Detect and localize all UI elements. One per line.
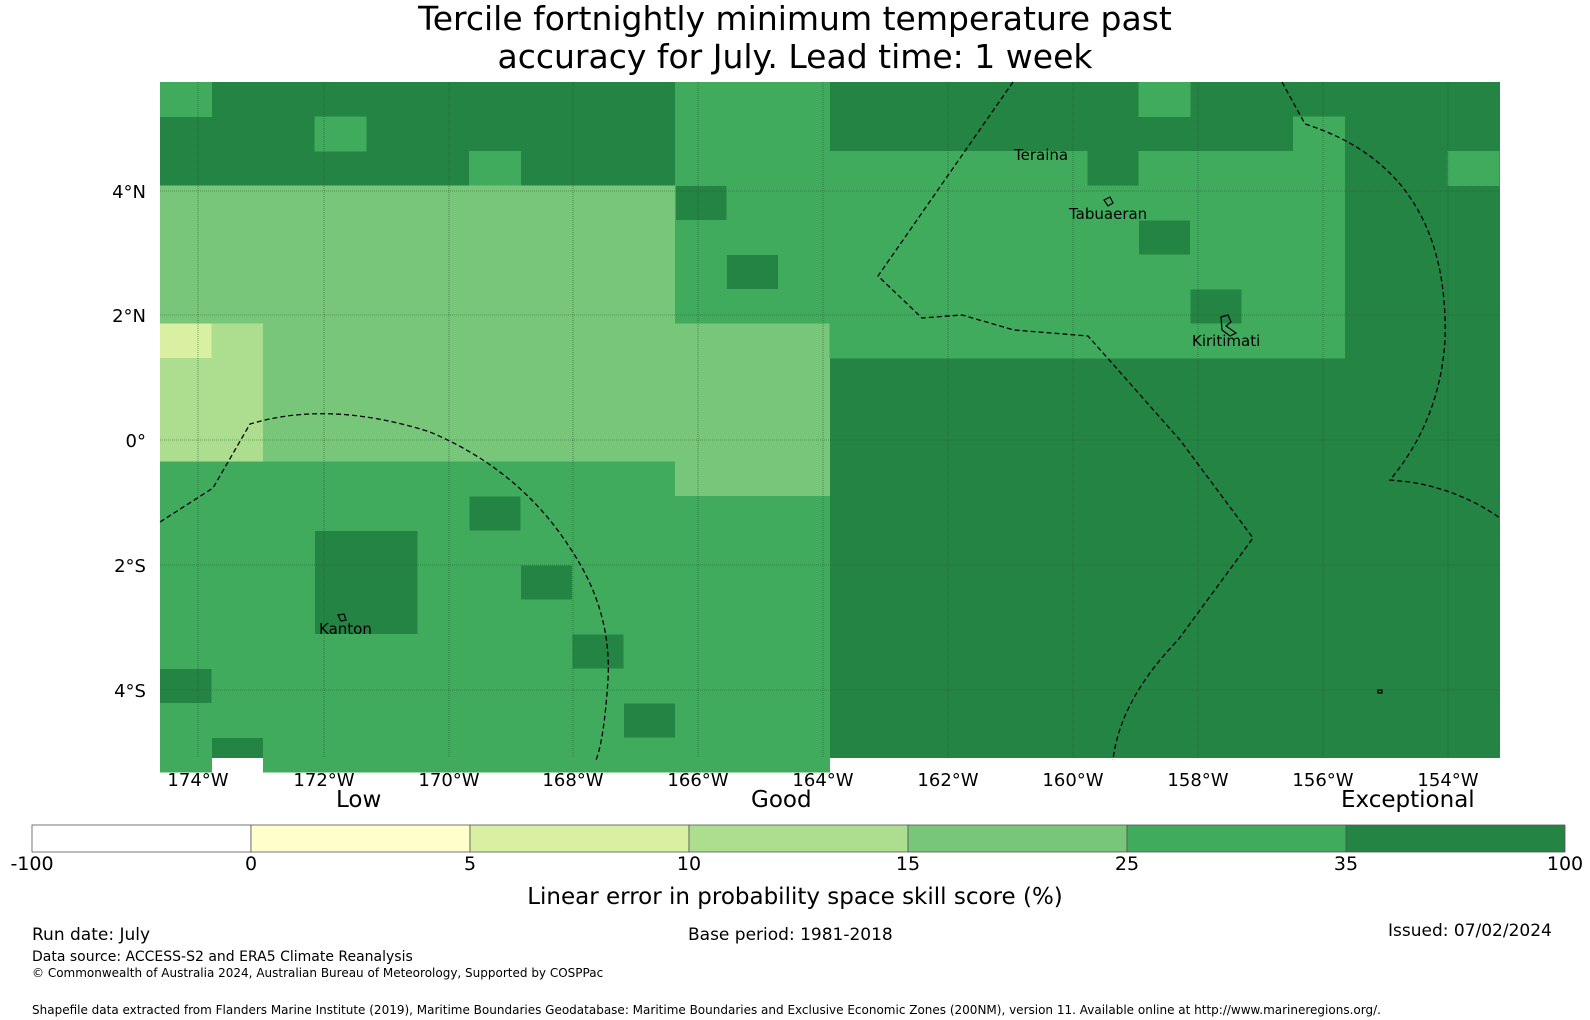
issued-date: Issued: 07/02/2024	[1388, 921, 1552, 941]
colorbar-tick: 5	[463, 853, 477, 875]
lon-label: 158°W	[1167, 770, 1228, 791]
data-source: Data source: ACCESS-S2 and ERA5 Climate …	[32, 949, 413, 965]
colorbar-segment	[31, 824, 252, 853]
title-line-1: Tercile fortnightly minimum temperature …	[418, 0, 1172, 38]
colorbar-segment	[469, 824, 690, 853]
map-labels: 4°N 2°N 0° 2°S 4°S 174°W 172°W 170°W 168°W 166°W 1…	[112, 146, 1479, 791]
place-label: Teraina	[1013, 146, 1068, 164]
kanton-island	[337, 613, 347, 622]
colorbar-segment	[907, 824, 1128, 853]
place-label: Kiritimati	[1192, 332, 1260, 350]
place-label: Tabuaeran	[1068, 205, 1147, 223]
lon-label: 174°W	[167, 770, 228, 791]
colorbar-label: Linear error in probability space skill …	[527, 884, 1063, 910]
lat-label: 4°S	[114, 681, 146, 702]
copyright: © Commonwealth of Australia 2024, Austra…	[32, 966, 604, 980]
place-label: Kanton	[319, 620, 372, 638]
colorbar-tick: 0	[244, 853, 258, 875]
lon-label: 154°W	[1417, 770, 1478, 791]
islands	[337, 196, 1383, 694]
colorbar-segments	[31, 824, 1566, 853]
lon-label: 156°W	[1292, 770, 1353, 791]
lon-label: 160°W	[1042, 770, 1103, 791]
colorbar	[31, 824, 1566, 853]
lat-label: 2°S	[114, 556, 146, 577]
colorbar-tick: 10	[676, 853, 702, 875]
eez-boundary-kanton	[159, 413, 609, 761]
lon-label: 168°W	[542, 770, 603, 791]
shapefile-credit: Shapefile data extracted from Flanders M…	[32, 1003, 1381, 1017]
lat-label: 4°N	[112, 182, 146, 203]
run-date: Run date: July	[32, 925, 151, 945]
legend-low: Low	[336, 787, 382, 813]
colorbar-segment	[1345, 824, 1566, 853]
colorbar-tick: 100	[1546, 853, 1584, 875]
tabuaeran-island	[1103, 196, 1114, 207]
lon-label: 166°W	[667, 770, 728, 791]
colorbar-tick: 25	[1114, 853, 1140, 875]
colorbar-tick: 35	[1333, 853, 1359, 875]
eez-boundary-north	[877, 81, 1254, 761]
eez-boundary-east	[1281, 81, 1501, 519]
title-line-2: accuracy for July. Lead time: 1 week	[497, 37, 1093, 76]
colorbar-segment	[1126, 824, 1347, 853]
colorbar-tick: 15	[895, 853, 921, 875]
kiritimati-island	[1220, 314, 1238, 337]
colorbar-tick: -100	[10, 853, 54, 875]
colorbar-segment	[688, 824, 909, 853]
graticule	[160, 82, 1500, 758]
lon-label: 162°W	[917, 770, 978, 791]
small-islet	[1377, 689, 1383, 694]
skill-grid	[160, 82, 1500, 773]
eez-boundaries	[159, 81, 1501, 761]
lat-label: 0°	[126, 431, 146, 452]
colorbar-segment	[250, 824, 471, 853]
lat-label: 2°N	[112, 306, 146, 327]
legend-exceptional: Exceptional	[1341, 787, 1475, 813]
legend-good: Good	[751, 787, 812, 813]
map-title: Tercile fortnightly minimum temperature …	[0, 0, 1590, 76]
lon-label: 164°W	[792, 770, 853, 791]
base-period: Base period: 1981-2018	[688, 925, 893, 945]
lon-label: 172°W	[293, 770, 354, 791]
lon-label: 170°W	[418, 770, 479, 791]
